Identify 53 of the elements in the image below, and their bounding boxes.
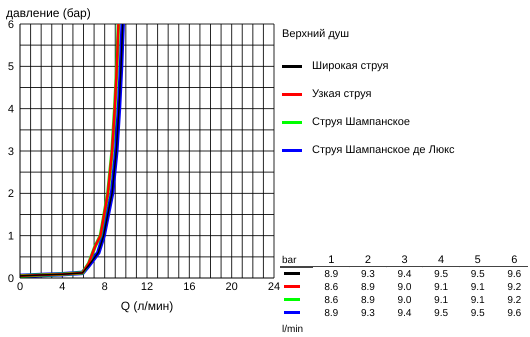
y-tick-label: 6 bbox=[8, 18, 14, 31]
data-label: 9.6 bbox=[507, 308, 522, 319]
x-tick-label: 3 bbox=[401, 254, 408, 266]
data-label: 8.9 bbox=[360, 282, 376, 293]
x-tick-label: 8 bbox=[102, 280, 108, 293]
data-label: 8.9 bbox=[360, 295, 376, 306]
x-tick-label: 16 bbox=[183, 280, 196, 293]
x-tick-label: 5 bbox=[474, 254, 481, 266]
legend-label: Струя Шампанское bbox=[312, 116, 410, 128]
data-label: 9.5 bbox=[434, 269, 448, 280]
y-tick-label: 2 bbox=[8, 188, 14, 200]
data-label: 9.0 bbox=[398, 282, 412, 293]
y-axis-title: давление (бар) bbox=[6, 6, 91, 20]
data-label: 8.9 bbox=[324, 308, 339, 319]
data-label: 9.1 bbox=[434, 282, 448, 293]
data-label: 8.6 bbox=[324, 295, 339, 306]
x-tick-label: 1 bbox=[328, 254, 334, 266]
data-label: 9.5 bbox=[434, 308, 448, 319]
data-label: 9.5 bbox=[470, 269, 486, 280]
data-label: 9.4 bbox=[398, 269, 412, 280]
x-tick-label: 2 bbox=[364, 254, 371, 266]
data-label: 9.3 bbox=[360, 269, 376, 280]
legend-label: Широкая струя bbox=[312, 60, 389, 72]
y-tick-label: 0 bbox=[8, 272, 14, 285]
y-tick-label: 3 bbox=[8, 146, 14, 158]
legend-label: Узкая струя bbox=[312, 88, 372, 100]
data-label: 9.5 bbox=[470, 308, 486, 319]
data-label: 9.1 bbox=[434, 295, 448, 306]
data-label: 9.3 bbox=[360, 308, 376, 319]
data-label: 9.1 bbox=[470, 295, 486, 306]
x-tick-label: 12 bbox=[140, 280, 154, 293]
data-label: 9.2 bbox=[507, 282, 522, 293]
y-tick-label: 1 bbox=[8, 230, 14, 243]
y-tick-label: 4 bbox=[8, 104, 14, 116]
data-label: 9.1 bbox=[470, 282, 486, 293]
x-axis-title: Q (л/мин) bbox=[120, 299, 174, 313]
data-label: 9.4 bbox=[398, 308, 412, 319]
data-label: 9.0 bbox=[398, 295, 412, 306]
data-label: 9.6 bbox=[507, 269, 522, 280]
text: l/min bbox=[282, 324, 304, 335]
data-label: 9.2 bbox=[507, 295, 522, 306]
data-label: 8.6 bbox=[324, 282, 339, 293]
x-tick-label: 20 bbox=[226, 280, 238, 293]
y-tick-label: 5 bbox=[8, 61, 14, 74]
x-axis-title: bar bbox=[282, 255, 298, 266]
x-tick-label: 6 bbox=[511, 254, 518, 266]
legend-title: Верхний душ bbox=[282, 28, 350, 40]
data-label: 8.9 bbox=[324, 269, 339, 280]
x-tick-label: 0 bbox=[16, 280, 24, 293]
legend-label: Струя Шампанское де Люкс bbox=[312, 144, 455, 156]
x-tick-label: 4 bbox=[59, 280, 66, 293]
x-tick-label: 4 bbox=[438, 254, 444, 266]
x-tick-label: 24 bbox=[268, 280, 280, 293]
